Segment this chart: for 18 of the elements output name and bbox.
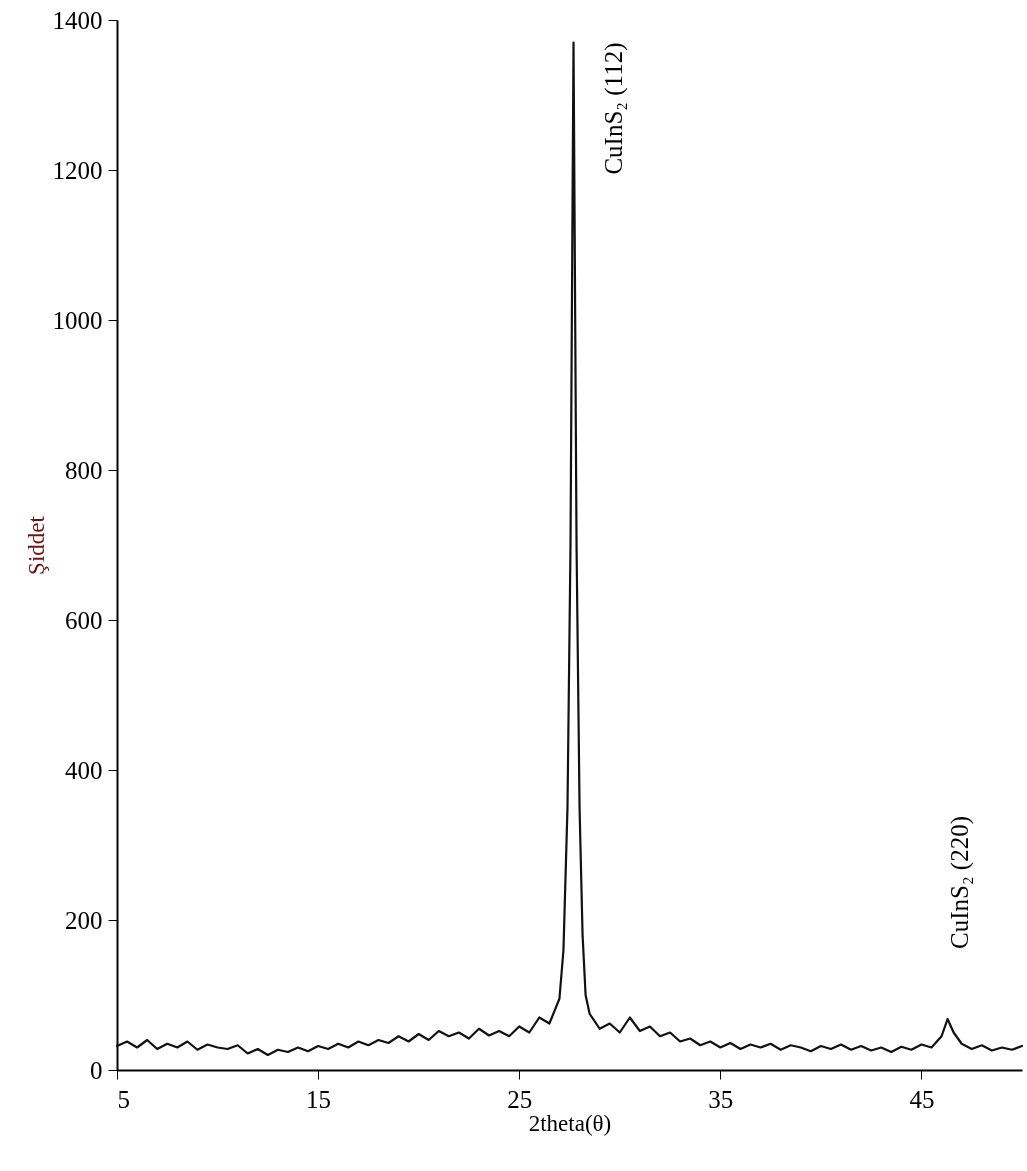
y-tick-label: 600 (65, 606, 103, 634)
y-axis-title: Şiddet (23, 515, 49, 575)
y-tick-label: 1000 (52, 306, 103, 334)
y-tick-label: 1200 (52, 156, 103, 184)
y-tick-label: 0 (90, 1056, 103, 1084)
annotation: CuInS₂ (220) (945, 815, 974, 949)
annotation: CuInS₂ (112) (599, 42, 628, 175)
y-tick-label: 400 (65, 756, 103, 784)
x-tick-label: 15 (306, 1085, 332, 1113)
y-tick-label: 800 (65, 456, 103, 484)
x-tick-label: 35 (708, 1085, 734, 1113)
y-tick-label: 200 (65, 906, 103, 934)
y-tick-label: 1400 (52, 6, 103, 34)
x-tick-label: 25 (507, 1085, 533, 1113)
x-tick-label: 45 (909, 1085, 935, 1113)
line-series (115, 41, 1024, 1057)
x-axis-title: 2theta(θ) (528, 1110, 612, 1136)
x-tick-label: 5 (117, 1085, 130, 1113)
